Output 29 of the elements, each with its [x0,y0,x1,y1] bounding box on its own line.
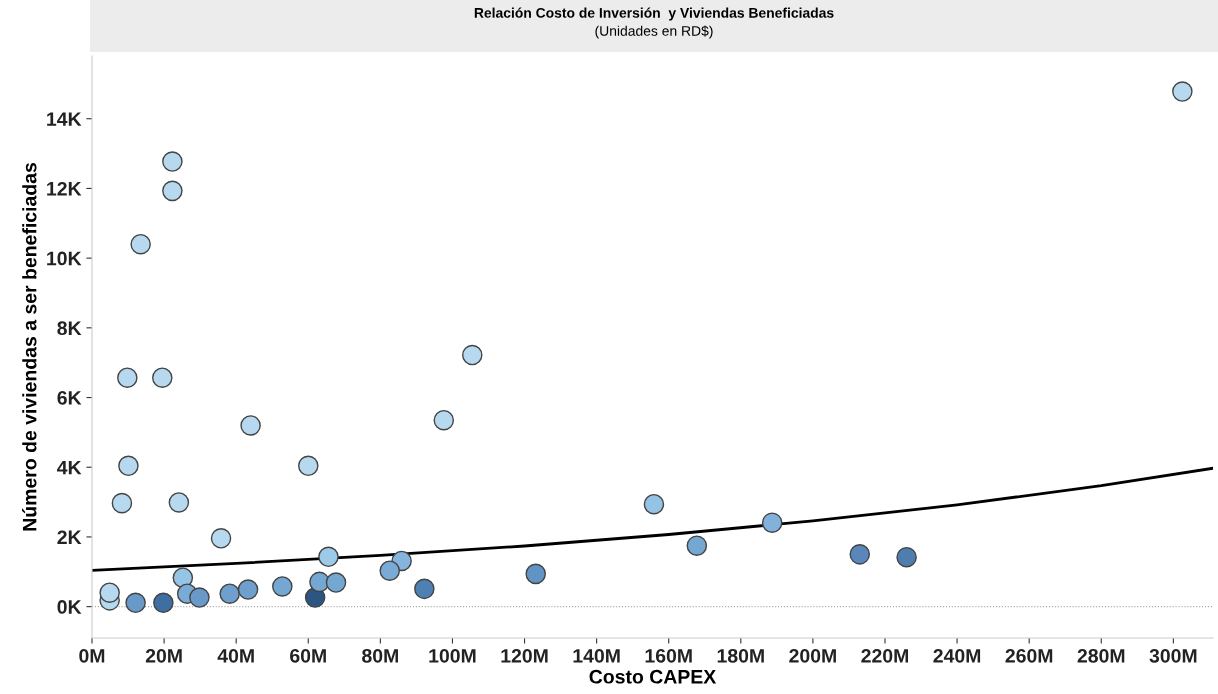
x-tick-label: 300M [1149,648,1197,663]
x-tick-label: 200M [789,648,836,663]
x-tick-label: 260M [1005,648,1053,663]
x-tick-label: 280M [1077,648,1125,663]
y-tick-label: 0K [57,600,82,614]
chart-title: Relación Costo de Inversión y Viviendas Beneficiadas [474,7,834,21]
y-tick-label: 4K [57,460,82,475]
y-tick-label: 12K [47,181,82,196]
y-axis-title: Número de viviendas a ser beneficiadas [22,162,37,531]
x-tick-label: 40M [217,648,254,663]
x-tick-label: 140M [573,648,620,663]
y-tick-label: 8K [57,321,82,336]
x-tick-label: 80M [362,648,398,663]
x-tick-label: 20M [145,648,182,663]
x-axis-title: Costo CAPEX [589,669,717,684]
x-tick-label: 160M [645,648,692,663]
y-tick-label: 6K [57,391,82,405]
x-tick-label: 100M [429,648,476,663]
x-tick-label: 60M [290,648,326,663]
x-tick-label: 220M [861,648,909,663]
line-series [92,466,1213,572]
y-tick-label: 2K [57,530,82,544]
x-tick-label: 120M [501,648,548,663]
x-tick-label: 180M [717,648,764,663]
x-tick-label: 0M [79,648,105,663]
y-tick-label: 10K [47,251,82,266]
y-tick-label: 14K [47,112,82,126]
x-tick-label: 240M [933,648,981,663]
chart-subtitle: (Unidades en RD$) [595,25,713,39]
